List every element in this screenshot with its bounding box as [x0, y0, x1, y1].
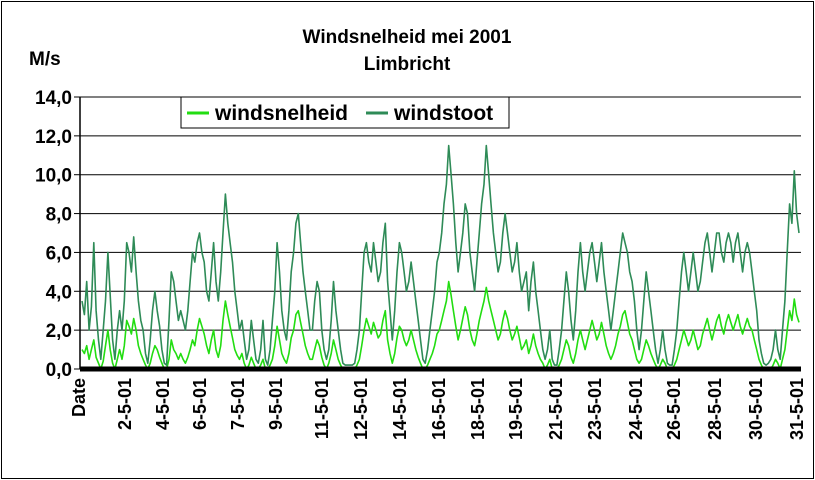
x-tick-label: 16-5-01	[429, 378, 449, 440]
x-tick-label: 28-5-01	[705, 378, 725, 440]
x-tick-label: 18-5-01	[468, 378, 488, 440]
y-tick-label: 12,0	[35, 127, 72, 148]
y-tick-label: 8,0	[46, 205, 72, 226]
series-line-windstoot	[81, 144, 800, 366]
x-tick-label: 21-5-01	[546, 378, 566, 440]
x-tick-label: 31-5-01	[787, 378, 807, 440]
x-tick-label: 7-5-01	[228, 378, 248, 430]
x-tick-label: 14-5-01	[390, 378, 410, 440]
x-tick-label: 9-5-01	[266, 378, 286, 430]
x-tick-label: 23-5-01	[585, 378, 605, 440]
x-tick-labels: Date 2-5-01 4-5-01 6-5-01 7-5-01 9-5-01 11-5-0…	[69, 378, 807, 440]
axes	[79, 97, 801, 372]
chart-title: Windsnelheid mei 2001 Limbricht	[182, 24, 632, 78]
y-tick-label: 0,0	[46, 360, 72, 381]
x-tick-label: 2-5-01	[115, 378, 135, 430]
legend: windsnelheid windstoot	[180, 96, 510, 129]
y-axis-unit-label: M/s	[29, 49, 61, 70]
series-lines	[81, 144, 800, 370]
y-tick-labels: 0,0 2,0 4,0 6,0 8,0 10,0 12,0 14,0	[35, 88, 80, 381]
chart-title-line-1: Windsnelheid mei 2001	[302, 27, 512, 48]
chart-title-line-2: Limbricht	[363, 54, 451, 75]
series-line-windsnelheid	[81, 280, 800, 370]
gridlines	[80, 96, 801, 331]
x-tick-label: 6-5-01	[190, 378, 210, 430]
legend-label-windsnelheid: windsnelheid	[214, 102, 348, 125]
x-tick-label: 12-5-01	[351, 378, 371, 440]
x-tick-label: 4-5-01	[153, 378, 173, 430]
legend-label-windstoot: windstoot	[393, 102, 493, 125]
x-tick-label: 11-5-01	[312, 378, 332, 439]
legend-box	[180, 96, 510, 129]
y-tick-label: 4,0	[46, 282, 72, 303]
x-tick-label: Date	[69, 378, 89, 417]
x-tick-label: 26-5-01	[664, 378, 684, 440]
x-tick-label: 19-5-01	[506, 378, 526, 440]
y-tick-label: 6,0	[46, 243, 72, 264]
y-tick-label: 2,0	[46, 321, 72, 342]
y-tick-label: 10,0	[35, 166, 72, 187]
y-tick-label: 14,0	[35, 88, 72, 109]
x-tick-label: 24-5-01	[626, 378, 646, 440]
x-tick-label: 30-5-01	[746, 378, 766, 440]
